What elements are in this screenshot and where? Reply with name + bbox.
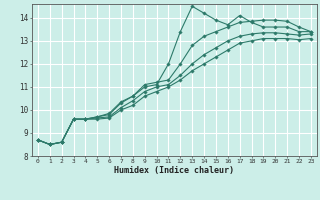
X-axis label: Humidex (Indice chaleur): Humidex (Indice chaleur) [115, 166, 234, 175]
